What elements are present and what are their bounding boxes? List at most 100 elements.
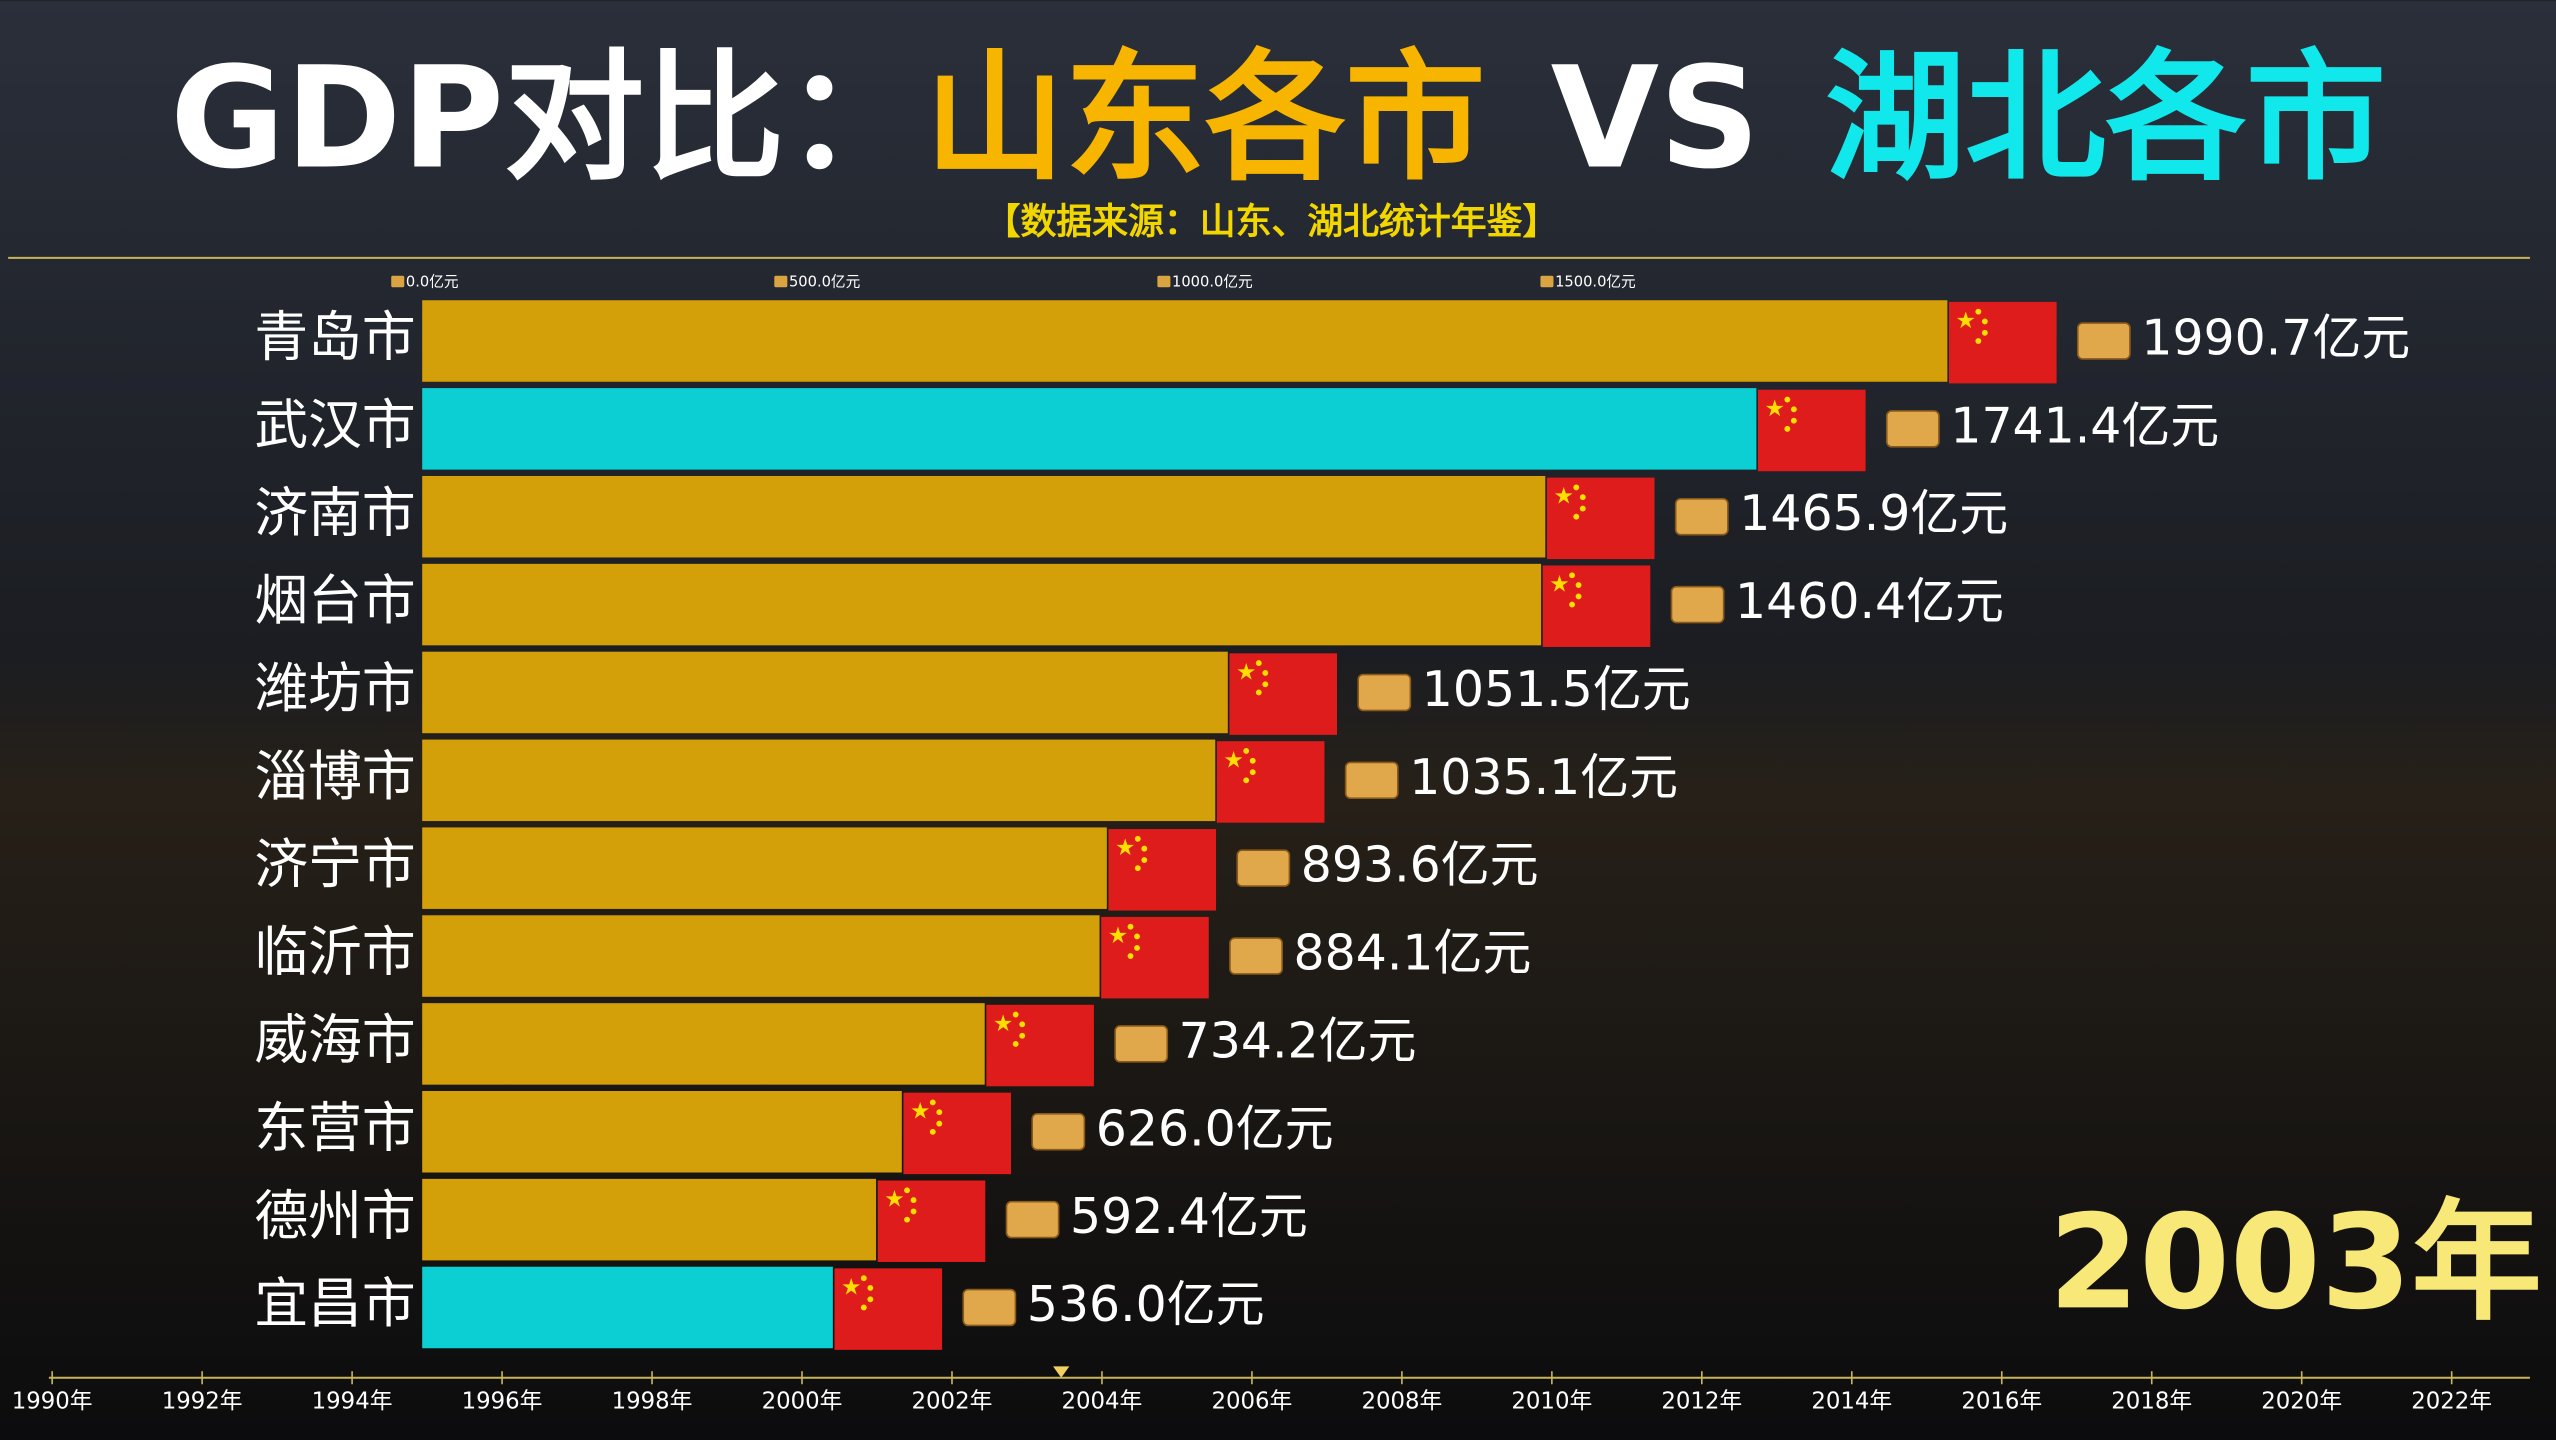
flag-star: ★ bbox=[1765, 396, 1785, 422]
flag-star bbox=[1579, 505, 1586, 512]
timeline-label: 2000年 bbox=[762, 1389, 843, 1415]
timeline-label: 2018年 bbox=[2111, 1389, 2192, 1415]
flag-star bbox=[936, 1120, 943, 1127]
bar bbox=[422, 827, 1107, 909]
money-icon bbox=[1670, 585, 1725, 624]
value-label: 1035.1亿元 bbox=[1409, 749, 1678, 806]
flag-star bbox=[1255, 689, 1262, 696]
x-tick-label: 0.0亿元 bbox=[406, 273, 459, 290]
flag-star bbox=[1569, 601, 1575, 608]
flag-star bbox=[1012, 1040, 1019, 1047]
money-icon bbox=[1885, 410, 1940, 448]
value-label: 734.2亿元 bbox=[1179, 1012, 1417, 1069]
flag-star bbox=[910, 1208, 917, 1215]
flag-star bbox=[1134, 865, 1141, 872]
flag-star: ★ bbox=[884, 1187, 904, 1213]
tick-mark bbox=[774, 275, 788, 288]
flag-star bbox=[1141, 845, 1148, 852]
money-icon bbox=[1344, 761, 1399, 800]
category-label: 武汉市 bbox=[254, 394, 415, 457]
value-label: 592.4亿元 bbox=[1070, 1188, 1308, 1245]
flag-star bbox=[1579, 494, 1586, 501]
flag-star bbox=[929, 1099, 936, 1106]
timeline-label: 2010年 bbox=[1511, 1389, 1592, 1415]
timeline-label: 2020年 bbox=[2261, 1389, 2342, 1415]
timeline-label: 1994年 bbox=[312, 1389, 393, 1415]
flag-star bbox=[1573, 513, 1580, 520]
flag-star bbox=[1575, 593, 1582, 600]
flag-star bbox=[1134, 835, 1141, 842]
timeline-label: 2004年 bbox=[1062, 1389, 1143, 1415]
flag-star bbox=[1784, 396, 1791, 403]
flag-star bbox=[929, 1128, 936, 1135]
flag-star bbox=[904, 1187, 910, 1194]
flag-star bbox=[910, 1197, 917, 1203]
bar bbox=[422, 388, 1757, 470]
bar bbox=[422, 915, 1100, 997]
flag-star bbox=[1019, 1032, 1026, 1039]
flag-star: ★ bbox=[1553, 484, 1573, 510]
flag-star bbox=[1127, 923, 1134, 930]
category-label: 德州市 bbox=[254, 1184, 415, 1247]
value-label: 1460.4亿元 bbox=[1735, 573, 2004, 630]
flag-star bbox=[1790, 406, 1797, 413]
flag-star bbox=[1262, 669, 1269, 676]
flag-star bbox=[1569, 572, 1575, 579]
timeline-label: 2006年 bbox=[1211, 1389, 1292, 1415]
flag-star bbox=[1255, 660, 1262, 667]
value-label: 1051.5亿元 bbox=[1422, 661, 1691, 718]
timeline-label: 2002年 bbox=[912, 1389, 993, 1415]
category-label: 青岛市 bbox=[254, 306, 415, 369]
flag bbox=[1108, 829, 1217, 911]
flag-star bbox=[1134, 933, 1140, 940]
money-icon bbox=[1114, 1025, 1169, 1063]
money-icon bbox=[2076, 322, 2131, 360]
bar bbox=[422, 475, 1546, 558]
flag-star bbox=[1249, 757, 1256, 764]
category-label: 济南市 bbox=[254, 481, 415, 544]
flag-star bbox=[860, 1275, 867, 1282]
title-part: 湖北各市 bbox=[1825, 37, 2386, 200]
money-icon bbox=[1031, 1113, 1086, 1151]
flag-star bbox=[867, 1284, 874, 1291]
bar bbox=[422, 1003, 985, 1085]
tick-mark bbox=[391, 275, 405, 288]
flag-star: ★ bbox=[910, 1099, 930, 1125]
flag bbox=[986, 1004, 1094, 1087]
flag-star bbox=[1975, 308, 1982, 315]
flag-star bbox=[936, 1109, 943, 1116]
bar bbox=[422, 563, 1542, 646]
money-icon bbox=[962, 1288, 1017, 1327]
category-label: 淄博市 bbox=[254, 745, 415, 808]
money-icon bbox=[1005, 1200, 1060, 1239]
current-year: 2003年 bbox=[2049, 1186, 2542, 1338]
bar bbox=[422, 1266, 833, 1349]
flag bbox=[1101, 916, 1209, 999]
flag-star bbox=[1141, 857, 1148, 863]
flag bbox=[1216, 741, 1325, 823]
flag-star bbox=[1127, 953, 1134, 959]
x-tick-label: 1000.0亿元 bbox=[1172, 273, 1253, 290]
bar bbox=[422, 1178, 877, 1261]
flag-star bbox=[1981, 318, 1988, 325]
value-label: 893.6亿元 bbox=[1301, 837, 1539, 894]
flag-star bbox=[1243, 748, 1250, 754]
category-label: 威海市 bbox=[254, 1009, 415, 1072]
money-icon bbox=[1229, 937, 1283, 975]
timeline-label: 2022年 bbox=[2411, 1389, 2492, 1415]
flag-star bbox=[1134, 944, 1140, 951]
flag bbox=[903, 1092, 1012, 1175]
timeline-label: 1996年 bbox=[462, 1389, 543, 1415]
flag-star bbox=[1573, 484, 1580, 491]
flag-star: ★ bbox=[1115, 835, 1135, 861]
flag bbox=[1542, 565, 1651, 647]
flag-star bbox=[1262, 681, 1269, 688]
flag-star bbox=[1249, 769, 1256, 776]
category-label: 东营市 bbox=[254, 1096, 415, 1159]
value-label: 626.0亿元 bbox=[1096, 1100, 1334, 1157]
flag-star bbox=[1019, 1021, 1026, 1028]
flag bbox=[1948, 301, 2057, 384]
subtitle: 【数据来源：山东、湖北统计年鉴】 bbox=[985, 202, 1559, 243]
bar bbox=[422, 739, 1216, 822]
